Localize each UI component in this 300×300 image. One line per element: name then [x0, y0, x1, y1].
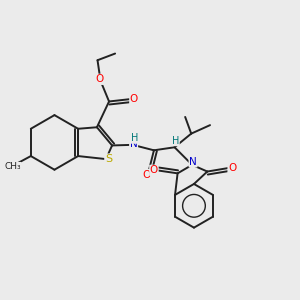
Text: N: N [189, 157, 197, 167]
Text: H: H [131, 133, 139, 143]
Text: CH₃: CH₃ [4, 163, 21, 172]
Text: O: O [150, 165, 158, 175]
Text: O: O [130, 94, 138, 104]
Text: O: O [228, 163, 236, 173]
Text: S: S [105, 154, 112, 164]
Text: N: N [130, 139, 137, 149]
Text: H: H [172, 136, 179, 146]
Text: O: O [142, 169, 150, 180]
Text: O: O [95, 74, 104, 84]
